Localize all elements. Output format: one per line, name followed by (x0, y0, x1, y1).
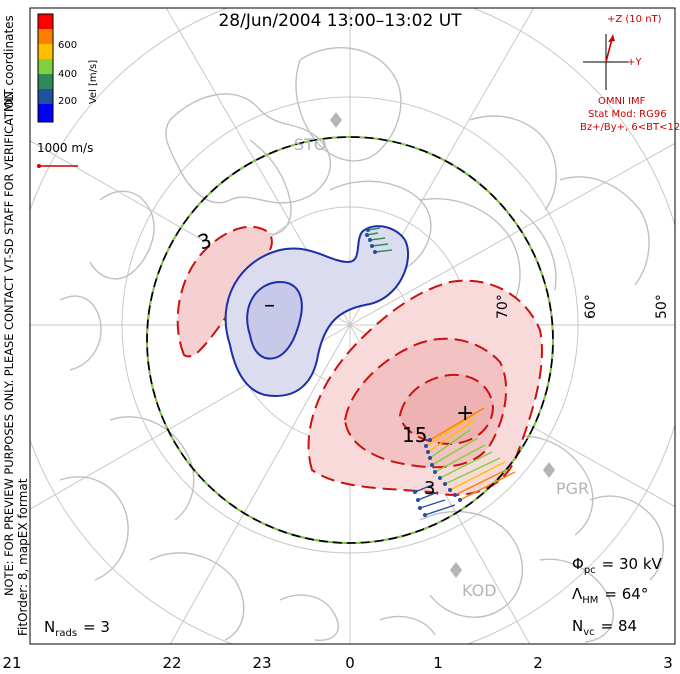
imf-stat-model: Stat Mod: RG96 (588, 109, 667, 120)
reference-vector-origin (37, 164, 41, 168)
station-marker-sto (330, 112, 342, 128)
negative-cell (224, 225, 410, 397)
coastlines (59, 47, 664, 643)
positive-cell-dusk (176, 225, 273, 358)
preview-notice: NOTE: FOR PREVIEW PURPOSES ONLY. PLEASE … (2, 87, 16, 596)
velocity-vectors (365, 227, 516, 517)
lambda-symbol: Λ (572, 585, 583, 603)
phi-subscript: pc (584, 565, 596, 576)
cross-polar-potential: Φpc = 30 kV (572, 555, 663, 576)
latitude-label-70: 70° (495, 294, 511, 319)
svg-text:Nvc= 84: Nvc = 84 (572, 617, 637, 638)
positive-cell-dawn (307, 279, 543, 496)
velocity-legend-title: Vel [m/s] (88, 60, 99, 104)
heppner-maynard-boundary (146, 136, 554, 544)
nrads-subscript: rads (55, 628, 77, 639)
nvc-symbol: N (572, 617, 583, 635)
velocity-tick-200: 200 (58, 96, 77, 107)
vector-count: Nvc = 84 (572, 617, 637, 638)
lambda-subscript: HM (582, 595, 598, 606)
imf-conditions: Bz+/By+, 6<BT<12 (580, 122, 680, 133)
svg-text:Nrads= 3: Nrads = 3 (44, 618, 110, 639)
contour-label-dusk: 3 (195, 228, 215, 255)
imf-y-label: +Y (627, 57, 642, 68)
lambda-value: = 64° (604, 585, 648, 603)
station-marker-kod (450, 562, 462, 578)
velocity-tick-400: 400 (58, 69, 77, 80)
potential-minimum-marker: – (264, 293, 275, 318)
potential-maximum-marker: + (456, 401, 474, 426)
radar-count: Nrads = 3 (44, 618, 110, 639)
station-label-sto: STO (294, 135, 327, 154)
mlt-label-23: 23 (252, 654, 271, 672)
plot-frame (29, 7, 676, 645)
nvc-value: = 84 (601, 617, 637, 635)
nrads-symbol: N (44, 618, 55, 636)
velocity-tick-600: 600 (58, 40, 77, 51)
map-title: 28/Jun/2004 13:00–13:02 UT (218, 11, 462, 31)
hm-boundary-latitude: ΛHM = 64° (572, 585, 648, 606)
mlt-label-1: 1 (433, 654, 443, 672)
velocity-legend: 600 400 200 Vel [m/s] (37, 13, 99, 123)
phi-symbol: Φ (572, 555, 584, 573)
imf-dial (583, 34, 628, 90)
contour-label-edge: 3 (424, 478, 435, 499)
station-label-pgr: PGR (556, 479, 589, 498)
phi-value: = 30 kV (602, 555, 663, 573)
nvc-subscript: vc (583, 627, 594, 638)
svg-text:Φpc= 30 kV: Φpc = 30 kV (572, 555, 663, 576)
svg-text:ΛHM= 64°: ΛHM = 64° (572, 585, 648, 606)
imf-source: OMNI IMF (598, 96, 646, 107)
mlt-label-2: 2 (533, 654, 543, 672)
fit-info: FitOrder: 8, mapEX format (16, 478, 30, 636)
imf-z-label: +Z (10 nT) (607, 14, 662, 25)
imf-vector-arrowhead (608, 35, 615, 42)
mlt-label-3: 3 (663, 654, 673, 672)
mlt-axis: 21 22 23 0 1 2 3 (2, 654, 672, 672)
latitude-label-50: 50° (654, 294, 670, 319)
station-label-kod: KOD (462, 581, 497, 600)
mlt-label-21: 21 (2, 654, 21, 672)
reference-vector-label: 1000 m/s (37, 141, 93, 155)
latitude-label-60: 60° (583, 294, 599, 319)
mlt-label-22: 22 (162, 654, 181, 672)
nrads-value: = 3 (83, 618, 110, 636)
station-marker-pgr (543, 462, 555, 478)
contour-label-15: 15 (402, 423, 427, 447)
mlt-label-0: 0 (345, 654, 355, 672)
